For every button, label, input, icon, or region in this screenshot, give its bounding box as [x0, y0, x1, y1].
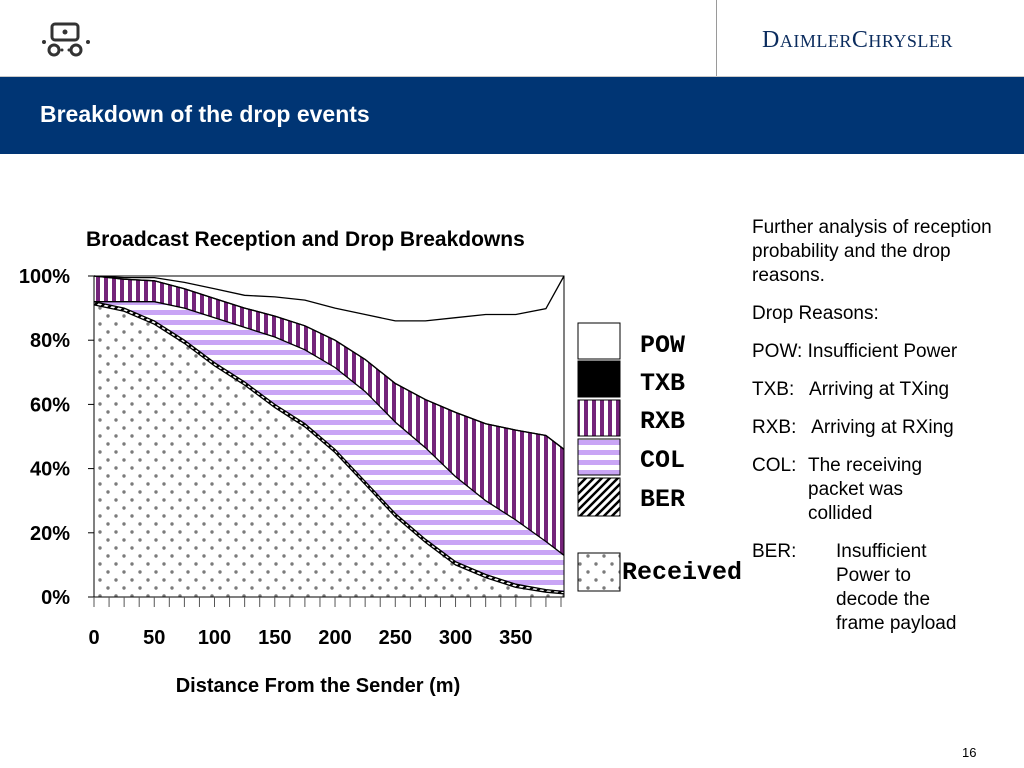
legend-label-txb: TXB	[640, 369, 685, 398]
title-band	[0, 77, 1024, 154]
area-col	[94, 301, 564, 592]
header-divider	[716, 0, 717, 76]
y-tick-label: 20%	[30, 523, 70, 545]
chart-title: Broadcast Reception and Drop Breakdowns	[86, 228, 525, 251]
y-tick-label: 60%	[30, 394, 70, 416]
reason-ber: BER: Insufficient Power to decode the fr…	[752, 541, 957, 634]
stacked-area-chart: 0% 20% 40% 60% 80% 100% 0 50 100 150 200 250 300 350 D…	[19, 266, 742, 697]
car-logo-icon	[42, 22, 90, 57]
header-bar	[0, 0, 1024, 77]
y-tick-label: 40%	[30, 459, 70, 481]
notes-heading: Drop Reasons:	[752, 303, 879, 324]
y-tick-label: 80%	[30, 330, 70, 352]
legend-label-col: COL	[640, 446, 685, 475]
legend-label-rxb: RXB	[640, 407, 685, 436]
legend-swatch-received	[577, 552, 621, 592]
page-number: 16	[962, 745, 977, 760]
boundary-ber	[93, 301, 565, 593]
reason-rxb: RXB: Arriving at RXing	[752, 417, 954, 438]
x-axis-title: Distance From the Sender (m)	[176, 675, 461, 697]
reason-pow: POW: Insufficient Power	[752, 341, 958, 362]
area-pow	[94, 276, 564, 450]
daimlerchrysler-logo: DAIMLERCHRYSLER	[762, 27, 953, 53]
slide-title: Breakdown of the drop events	[40, 101, 370, 127]
reason-txb: TXB: Arriving at TXing	[752, 379, 950, 400]
y-tick-label: 100%	[19, 266, 70, 288]
legend-label-received: Received	[622, 558, 742, 587]
x-tick-label: 0	[88, 627, 99, 649]
x-tick-label: 150	[258, 627, 291, 649]
plot-frame	[93, 275, 565, 598]
area-received	[94, 304, 564, 597]
boundary-col	[94, 301, 565, 556]
legend-swatch-txb	[577, 360, 621, 398]
legend-label-ber: BER	[640, 485, 685, 514]
x-tick-label: 250	[379, 627, 412, 649]
boundary-txb	[93, 275, 565, 450]
legend-swatch-ber	[577, 477, 621, 517]
x-tick-label: 300	[439, 627, 472, 649]
x-tick-label: 100	[198, 627, 231, 649]
reason-col: COL: The receiving packet was collided	[752, 455, 923, 524]
legend: POW TXB RXB COL BER Received	[577, 322, 742, 592]
legend-swatch-col	[577, 438, 621, 476]
y-tick-label: 0%	[41, 587, 70, 609]
boundary-pow	[93, 275, 565, 322]
x-tick-label: 350	[499, 627, 532, 649]
legend-swatch-rxb	[577, 399, 621, 437]
notes-panel: Further analysis of reception probabilit…	[752, 216, 1014, 636]
x-tick-label: 200	[318, 627, 351, 649]
plot-area	[93, 275, 565, 597]
legend-swatch-pow	[577, 322, 621, 360]
notes-intro: Further analysis of reception probabilit…	[752, 217, 992, 286]
legend-label-pow: POW	[640, 331, 685, 360]
x-tick-label: 50	[143, 627, 165, 649]
axes: 0% 20% 40% 60% 80% 100% 0 50 100 150 200 250 300 350 D…	[19, 266, 565, 697]
boundary-received	[93, 304, 565, 595]
